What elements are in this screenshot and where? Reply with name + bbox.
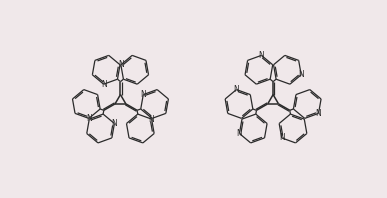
Text: N: N <box>234 85 239 94</box>
Text: N: N <box>86 114 92 123</box>
Text: N: N <box>140 90 146 99</box>
Text: N: N <box>236 129 242 138</box>
Text: N: N <box>316 109 321 118</box>
Text: N: N <box>279 133 284 142</box>
Text: N: N <box>118 60 124 69</box>
Text: N: N <box>298 70 304 79</box>
Text: N: N <box>101 80 106 89</box>
Text: N: N <box>149 115 154 124</box>
Text: N: N <box>259 51 264 60</box>
Text: N: N <box>111 119 117 128</box>
